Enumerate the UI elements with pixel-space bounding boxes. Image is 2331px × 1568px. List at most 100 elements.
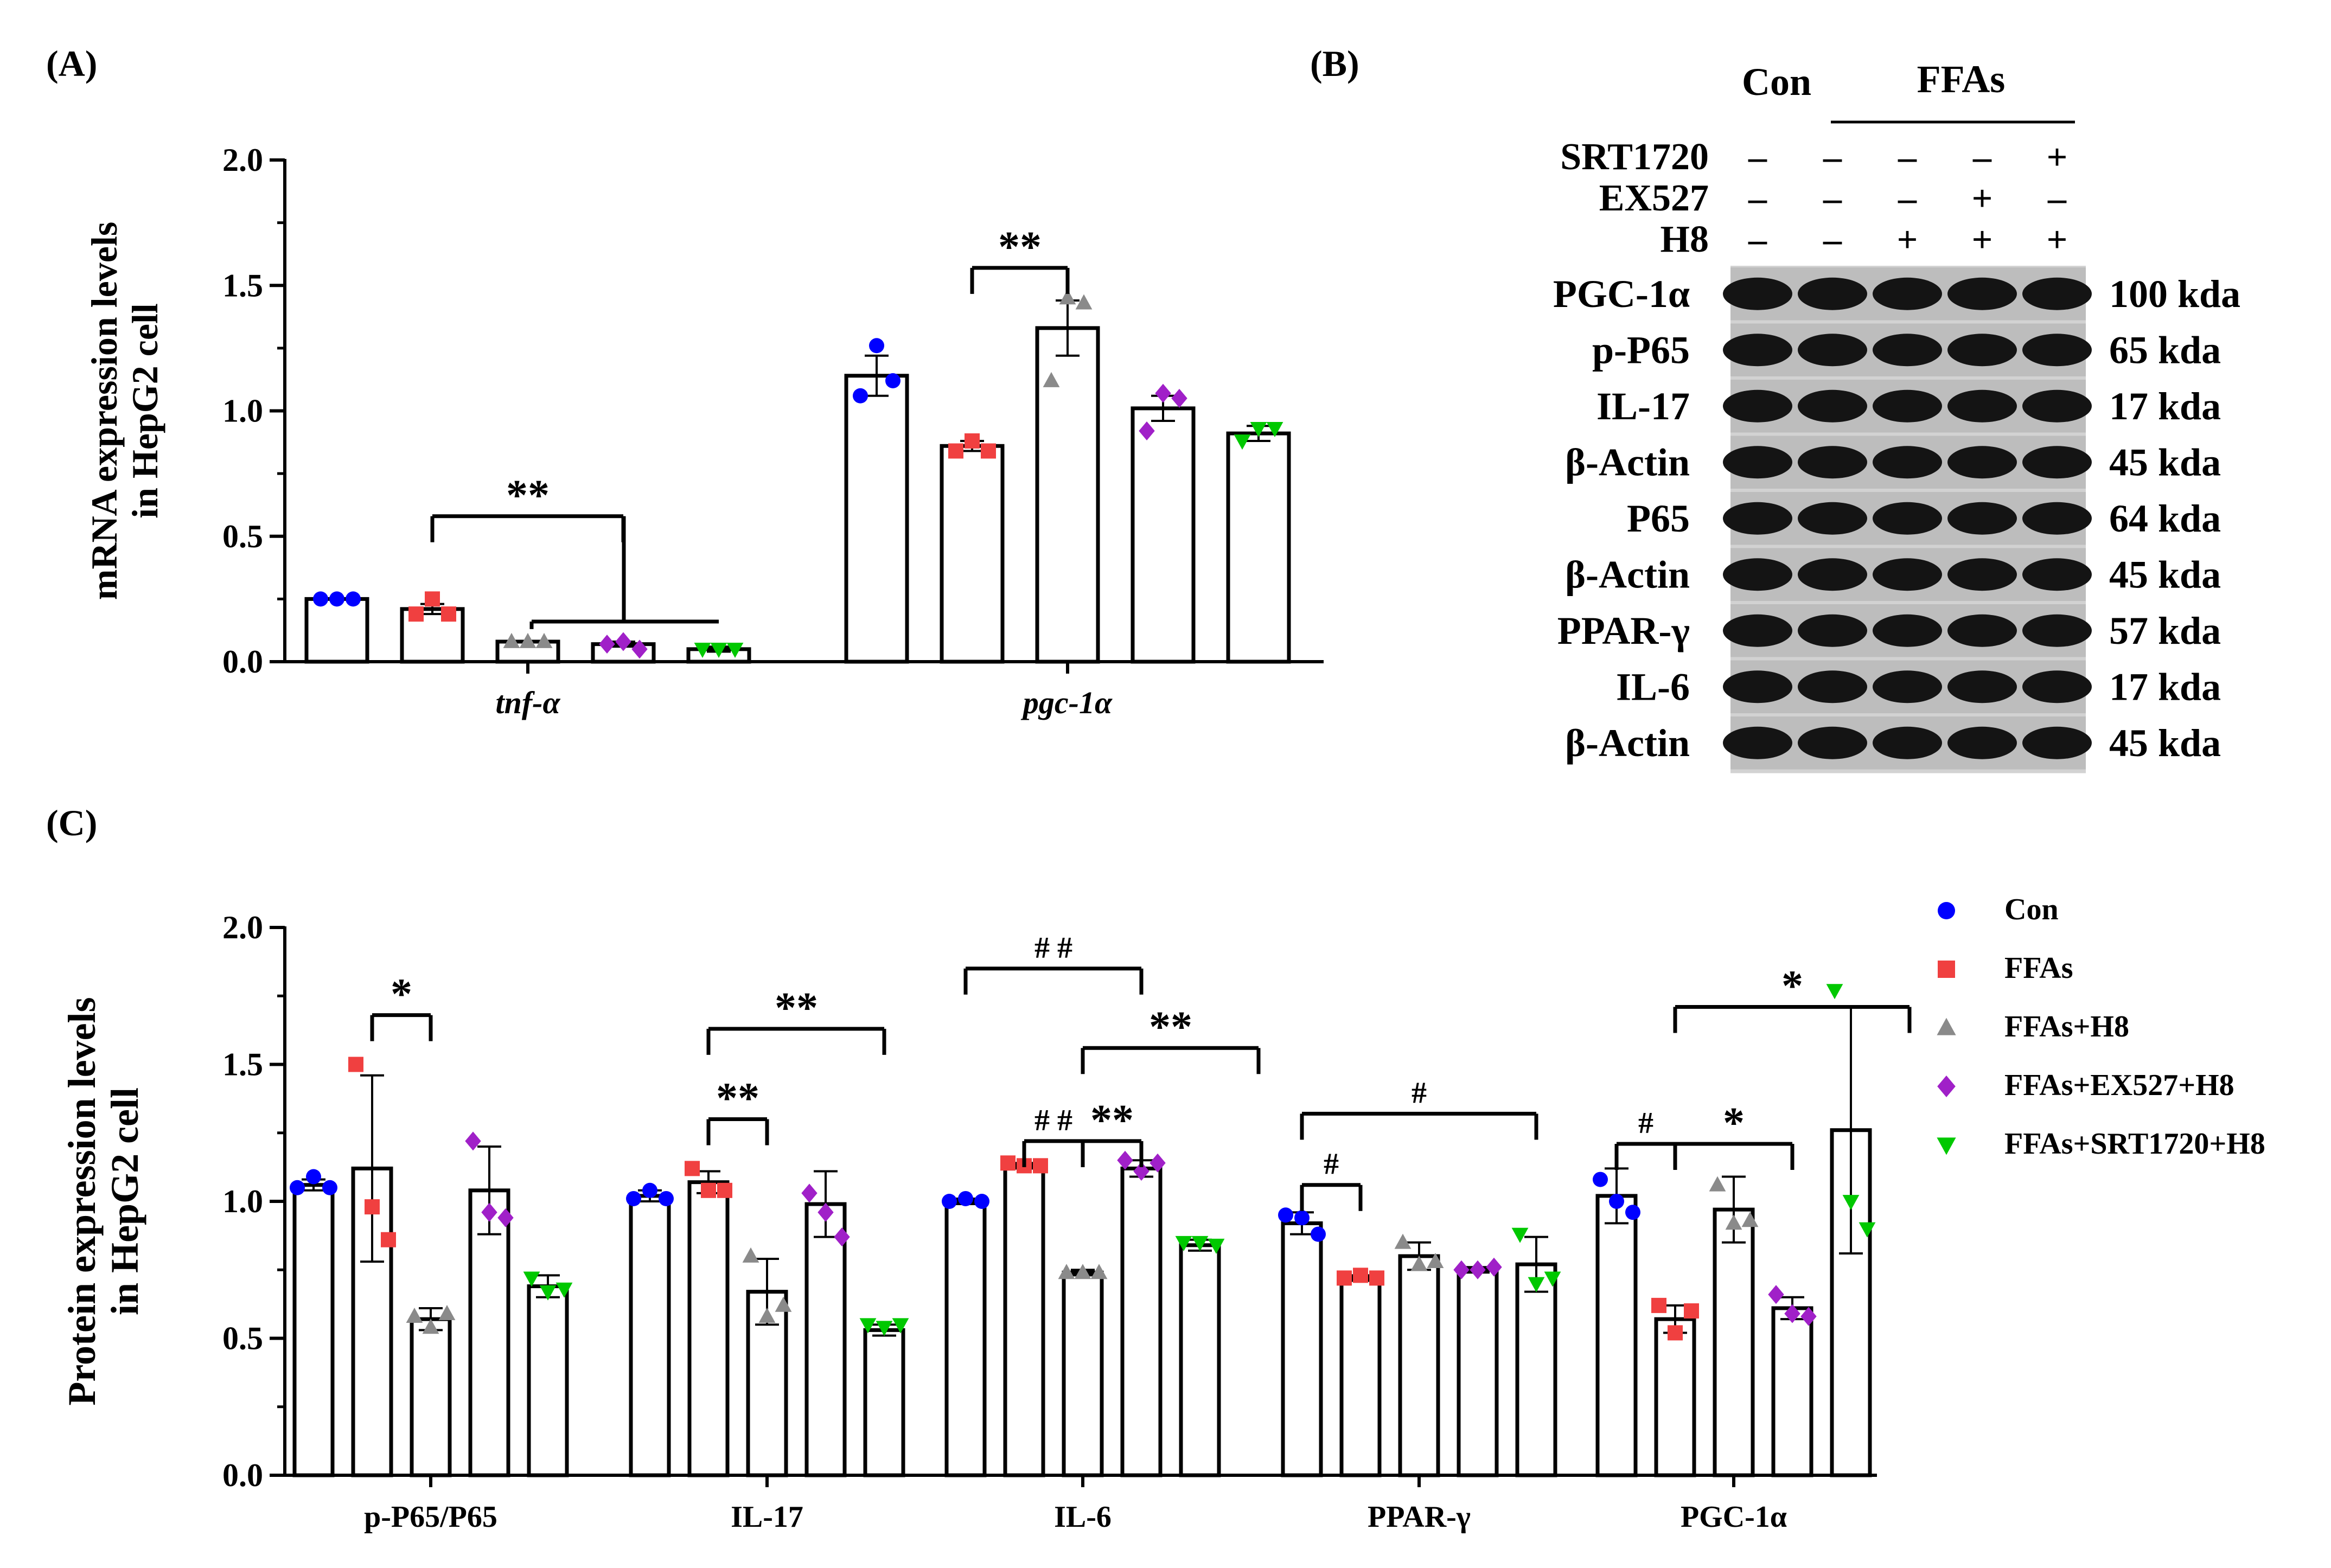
- blot-band: [1947, 726, 2017, 759]
- point-con-ppar: [1311, 1226, 1326, 1242]
- treatment-sign: –: [1748, 219, 1767, 260]
- point-ffas-ex527-h8-ppar: [1453, 1260, 1470, 1279]
- blot-band: [1873, 726, 1942, 759]
- point-ffas-h8-pgc-1: [1741, 1212, 1759, 1227]
- point-ffas-ex527-h8-tnf: [631, 639, 648, 659]
- blot-band: [1947, 389, 2017, 423]
- blot-band: [2022, 670, 2092, 703]
- y-tick-label: 1.0: [222, 1183, 263, 1219]
- significance-label: #: [1412, 1076, 1427, 1110]
- blot-band: [1873, 614, 1942, 647]
- point-ffas-h8-il-6: [1090, 1264, 1108, 1279]
- point-ffas-p-p65-p65: [381, 1232, 396, 1247]
- point-ffas-h8-pgc-1: [1059, 289, 1076, 305]
- band-size-pgc-1: 100 kda: [2109, 272, 2240, 316]
- bar-ffas-pgc-1: [1654, 1317, 1696, 1477]
- point-ffas-ex527-h8-p-p65-p65: [481, 1202, 497, 1222]
- blot-band: [1873, 446, 1942, 479]
- y-axis-label: Protein expression levelsin HepG2 cell: [60, 997, 146, 1405]
- blot-band: [2022, 502, 2092, 535]
- blot-band: [1873, 277, 1942, 310]
- y-tick-label: 1.5: [222, 1047, 263, 1083]
- significance-label: **: [506, 472, 550, 520]
- treatment-sign: –: [1823, 219, 1842, 260]
- band-size-il-17: 17 kda: [2109, 385, 2221, 428]
- point-ffas-ex527-h8-pgc-1: [1784, 1304, 1800, 1323]
- bar-ffas-pgc-1: [940, 444, 1005, 664]
- treatment-sign: –: [1823, 136, 1842, 177]
- bar-con-tnf: [304, 597, 369, 664]
- blot-band: [1723, 558, 1792, 591]
- treatment-label-ex527: EX527: [1599, 177, 1709, 219]
- point-con-tnf: [346, 591, 361, 607]
- chart-protein-expression: 0.0 0.5 1.0 1.5 2.0 Protein expression levels…: [60, 910, 1912, 1534]
- bar-con-pgc-1: [844, 374, 909, 664]
- point-ffas-ex527-h8-ppar: [1470, 1260, 1486, 1279]
- y-axis-label-line2: in HepG2 cell: [124, 303, 165, 519]
- band-size-p65: 64 kda: [2109, 497, 2221, 540]
- panel-label-c: (C): [46, 802, 97, 843]
- blot-band: [1798, 558, 1867, 591]
- point-ffas-h8-pgc-1: [1075, 294, 1093, 310]
- treatment-sign: +: [1972, 219, 1993, 260]
- treatment-sign: +: [2047, 136, 2068, 177]
- point-ffas-h8-p-p65-p65: [422, 1319, 439, 1334]
- point-con-tnf: [313, 591, 328, 607]
- point-ffas-pgc-1: [1684, 1303, 1699, 1319]
- point-ffas-ex527-h8-il-17: [818, 1202, 834, 1222]
- significance-label: **: [1149, 1003, 1192, 1051]
- point-ffas-srt1720-h8-p-p65-p65: [555, 1282, 573, 1298]
- point-ffas-ex527-h8-pgc-1: [1155, 383, 1171, 403]
- blot-band: [1723, 502, 1792, 535]
- point-ffas-p-p65-p65: [348, 1057, 363, 1072]
- blot-band: [1873, 334, 1942, 367]
- y-tick-label: 0.5: [222, 1321, 263, 1356]
- point-ffas-ex527-h8-pgc-1: [1800, 1307, 1817, 1326]
- point-con-pgc-1: [1625, 1205, 1640, 1220]
- band-label-p-p65: p-P65: [1592, 328, 1690, 372]
- y-tick-label: 0.5: [222, 519, 263, 554]
- point-con-il-6: [958, 1191, 973, 1206]
- point-ffas-pgc-1: [1651, 1297, 1666, 1313]
- point-con-p-p65-p65: [306, 1169, 321, 1185]
- bar-ffas-ex527-h8-p-p65-p65: [468, 1188, 510, 1477]
- point-ffas-h8-p-p65-p65: [406, 1308, 423, 1323]
- blot-band: [1798, 726, 1867, 759]
- band-size-ppar: 57 kda: [2109, 609, 2221, 652]
- y-tick-label: 2.0: [222, 910, 263, 945]
- x-tick-label-il-6: IL-6: [1054, 1500, 1112, 1534]
- point-ffas-il-17: [685, 1161, 700, 1176]
- legend-label-ffas-ex527-h8: FFAs+EX527+H8: [2004, 1068, 2234, 1102]
- legend-label-ffas: FFAs: [2004, 951, 2073, 985]
- treatment-label-srt1720: SRT1720: [1560, 136, 1709, 178]
- x-tick-label-tnf: tnf-α: [495, 685, 560, 720]
- significance-label: *: [1781, 962, 1803, 1010]
- blot-band: [1873, 558, 1942, 591]
- point-ffas-ex527-h8-tnf: [615, 632, 631, 651]
- point-ffas-h8-il-6: [1058, 1264, 1075, 1279]
- point-ffas-srt1720-h8-ppar: [1528, 1277, 1545, 1292]
- blot-band: [1798, 334, 1867, 367]
- group-label-ffas: FFAs: [1917, 57, 2006, 101]
- band-label-il-6: IL-6: [1616, 665, 1690, 708]
- blot-band: [1947, 558, 2017, 591]
- legend-marker-ffas-srt1720-h8: [1937, 1137, 1956, 1155]
- point-ffas-srt1720-h8-pgc-1: [1842, 1195, 1860, 1211]
- treatment-sign: +: [1972, 177, 1993, 219]
- legend-marker-ffas-ex527-h8: [1937, 1076, 1956, 1097]
- blot-band: [1723, 446, 1792, 479]
- bar-con-ppar: [1281, 1221, 1323, 1477]
- point-ffas-il-6: [1000, 1155, 1016, 1171]
- x-tick-label-p-p65-p65: p-P65/P65: [364, 1500, 497, 1534]
- band-label-actin: β-Actin: [1565, 440, 1690, 484]
- point-ffas-h8-il-6: [1074, 1264, 1091, 1279]
- point-ffas-ex527-h8-pgc-1: [1171, 388, 1187, 408]
- significance-label: **: [998, 223, 1042, 271]
- treatment-sign: +: [2047, 219, 2068, 260]
- point-ffas-ex527-h8-p-p65-p65: [497, 1208, 514, 1227]
- blot-band: [1873, 670, 1942, 703]
- point-ffas-ppar: [1369, 1270, 1384, 1286]
- bar-ffas-srt1720-h8-p-p65-p65: [527, 1284, 569, 1477]
- point-ffas-ex527-h8-pgc-1: [1768, 1285, 1784, 1304]
- point-ffas-h8-il-17: [758, 1308, 776, 1323]
